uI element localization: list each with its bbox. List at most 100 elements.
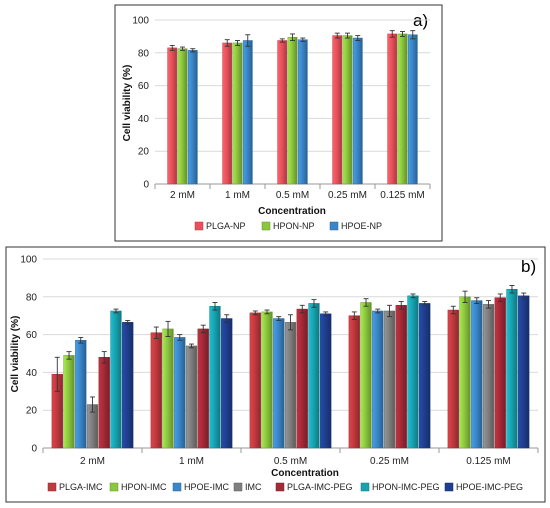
a-bar-plga-np — [167, 47, 178, 185]
b-bar-hpon-imc — [63, 355, 75, 449]
a-bar-hpoe-np — [297, 39, 308, 185]
b-y-tick-label: 80 — [26, 292, 38, 303]
b-bar-hpoe-imc-peg — [518, 295, 530, 449]
a-legend-swatch — [194, 221, 204, 231]
a-bar-hpoe-np — [352, 37, 363, 185]
a-bar-plga-np — [332, 35, 343, 185]
b-x-tick-label: 0.25 mM — [370, 456, 409, 467]
a-bar-hpoe-np — [242, 40, 253, 185]
a-bar-hpon-np — [232, 42, 243, 185]
b-bar-plga-imc — [249, 312, 261, 449]
b-bar-hpon-imc-peg — [407, 295, 419, 449]
b-bar-hpoe-imc — [174, 337, 186, 449]
b-bar-hpoe-imc — [471, 300, 483, 449]
b-x-tick-label: 0.5 mM — [274, 456, 307, 467]
b-bar-hpon-imc-peg — [209, 306, 221, 449]
b-bar-hpon-imc-peg — [308, 303, 320, 449]
panel-b-x-axis-title: Concentration — [271, 468, 339, 479]
b-legend-swatch — [47, 482, 57, 492]
b-x-tick-label: 1 mM — [179, 456, 204, 467]
a-bar-plga-np — [277, 40, 288, 185]
a-legend-label: HPOE-NP — [341, 221, 382, 231]
b-legend-label: PLGA-IMC-PEG — [287, 482, 353, 492]
b-bar-plga-imc-peg — [296, 308, 308, 449]
a-x-tick-label: 1 mM — [225, 190, 250, 201]
a-legend-swatch — [261, 221, 271, 231]
a-bar-hpon-np — [342, 35, 353, 185]
b-bar-hpoe-imc-peg — [419, 303, 431, 449]
a-bar-plga-np — [387, 33, 398, 185]
b-y-tick-label: 0 — [31, 444, 37, 455]
a-x-tick-label: 0.125 mM — [380, 190, 424, 201]
b-bar-plga-imc-peg — [494, 297, 506, 449]
b-bar-hpoe-imc-peg — [320, 313, 332, 449]
a-y-tick-label: 0 — [143, 180, 149, 191]
a-bar-hpon-np — [287, 36, 298, 185]
b-bar-plga-imc-peg — [197, 328, 209, 449]
b-bar-hpon-imc — [360, 302, 372, 449]
panel-b-chart: b) 0 20 40 60 80 100 2 mM 1 mM 0.5 mM 0.25 mM 0.1… — [5, 246, 546, 503]
b-bar-imc — [482, 304, 495, 449]
a-legend-label: PLGA-NP — [206, 221, 246, 231]
b-legend-swatch — [444, 482, 454, 492]
a-y-tick-label: 100 — [132, 16, 149, 27]
a-y-tick-label: 40 — [138, 114, 150, 125]
b-y-tick-label: 100 — [20, 255, 37, 266]
b-x-tick-label: 2 mM — [80, 456, 105, 467]
b-legend-label: HPOE-IMC-PEG — [456, 482, 523, 492]
panel-b-x-ticks: 2 mM 1 mM 0.5 mM 0.25 mM 0.125 mM — [80, 456, 511, 467]
b-bar-hpoe-imc — [372, 310, 384, 449]
a-bar-plga-np — [222, 42, 233, 185]
panel-a-y-ticks: 0 20 40 60 80 100 — [132, 16, 149, 191]
panel-b-label: b) — [521, 257, 536, 276]
panel-b-y-ticks: 0 20 40 60 80 100 — [20, 255, 37, 455]
a-x-tick-label: 0.25 mM — [328, 190, 367, 201]
a-x-tick-label: 2 mM — [170, 190, 195, 201]
a-legend-swatch — [329, 221, 339, 231]
panel-a-x-ticks: 2 mM 1 mM 0.5 mM 0.25 mM 0.125 mM — [170, 190, 425, 201]
a-legend-label: HPON-NP — [273, 221, 315, 231]
b-legend-label: IMC — [245, 482, 262, 492]
panel-b-bars — [51, 285, 530, 449]
panel-b-y-axis-title: Cell viability (%) — [10, 316, 21, 393]
b-y-tick-label: 60 — [26, 330, 38, 341]
b-x-tick-label: 0.125 mM — [466, 456, 510, 467]
b-bar-imc — [185, 345, 198, 449]
b-bar-hpon-imc-peg — [506, 288, 518, 449]
b-bar-imc — [383, 310, 396, 449]
a-bar-hpoe-np — [407, 34, 418, 185]
b-bar-hpoe-imc-peg — [221, 318, 233, 449]
b-legend-swatch — [360, 482, 370, 492]
b-legend-swatch — [275, 482, 285, 492]
b-y-tick-label: 40 — [26, 368, 38, 379]
panel-a-x-axis-title: Concentration — [258, 206, 326, 217]
b-bar-hpoe-imc — [75, 340, 87, 449]
b-bar-plga-imc-peg — [395, 305, 407, 449]
b-bar-imc — [284, 322, 297, 449]
b-bar-hpoe-imc-peg — [122, 322, 134, 449]
b-bar-hpon-imc-peg — [110, 310, 122, 449]
a-bar-hpon-np — [177, 48, 188, 185]
a-bar-hpoe-np — [187, 50, 198, 185]
b-y-tick-label: 20 — [26, 406, 38, 417]
panel-b-legend: PLGA-IMC HPON-IMC HPOE-IMC IMC PLGA-IMC-PEG H… — [47, 482, 523, 492]
panel-a-bars — [167, 30, 418, 185]
b-legend-label: HPON-IMC — [121, 482, 167, 492]
b-bar-plga-imc — [447, 309, 459, 449]
b-bar-plga-imc — [150, 332, 162, 449]
b-bar-hpon-imc — [459, 296, 471, 449]
a-x-tick-label: 0.5 mM — [276, 190, 309, 201]
b-bar-hpon-imc — [261, 311, 273, 449]
b-legend-swatch — [233, 482, 243, 492]
a-bar-hpon-np — [397, 33, 408, 185]
b-legend-label: HPOE-IMC — [184, 482, 230, 492]
b-legend-label: PLGA-IMC — [59, 482, 103, 492]
b-legend-label: HPON-IMC-PEG — [372, 482, 440, 492]
b-bar-plga-imc-peg — [98, 357, 110, 449]
panel-a-y-axis-title: Cell viability (%) — [122, 65, 133, 142]
a-y-tick-label: 20 — [138, 147, 150, 158]
b-bar-plga-imc — [348, 315, 360, 449]
a-y-tick-label: 80 — [138, 48, 150, 59]
